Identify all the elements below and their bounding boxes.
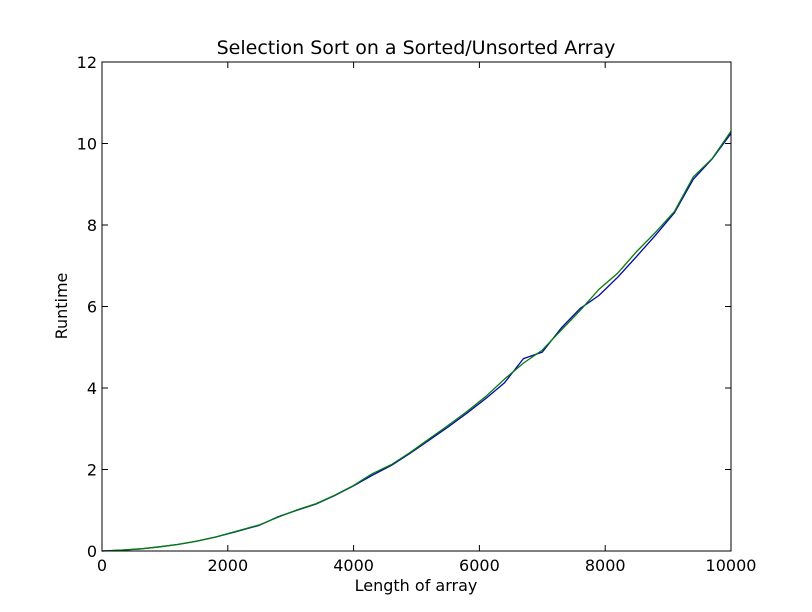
series-line-2 [101, 130, 732, 552]
y-tick-label-4: 8 [87, 216, 97, 235]
x-tick-label-1: 2000 [207, 556, 248, 575]
ticks-layer: 0 2000 4000 6000 8000 10000 0 2 4 6 8 10 12 [77, 53, 757, 575]
x-tick-label-4: 8000 [585, 556, 626, 575]
y-tick-label-3: 6 [87, 298, 97, 317]
y-tick-label-2: 4 [87, 379, 97, 398]
x-tick-label-5: 10000 [706, 556, 757, 575]
y-tick-label-5: 10 [77, 135, 97, 154]
y-tick-label-0: 0 [87, 542, 97, 561]
y-tick-label-6: 12 [77, 53, 97, 72]
series-layer [101, 130, 732, 552]
y-axis-label: Runtime [52, 273, 71, 340]
x-axis-label: Length of array [355, 576, 478, 595]
x-tick-label-2: 4000 [333, 556, 374, 575]
x-tick-label-0: 0 [97, 556, 107, 575]
y-tick-label-1: 2 [87, 461, 97, 480]
x-tick-label-3: 6000 [459, 556, 500, 575]
chart-title: Selection Sort on a Sorted/Unsorted Arra… [217, 37, 616, 59]
